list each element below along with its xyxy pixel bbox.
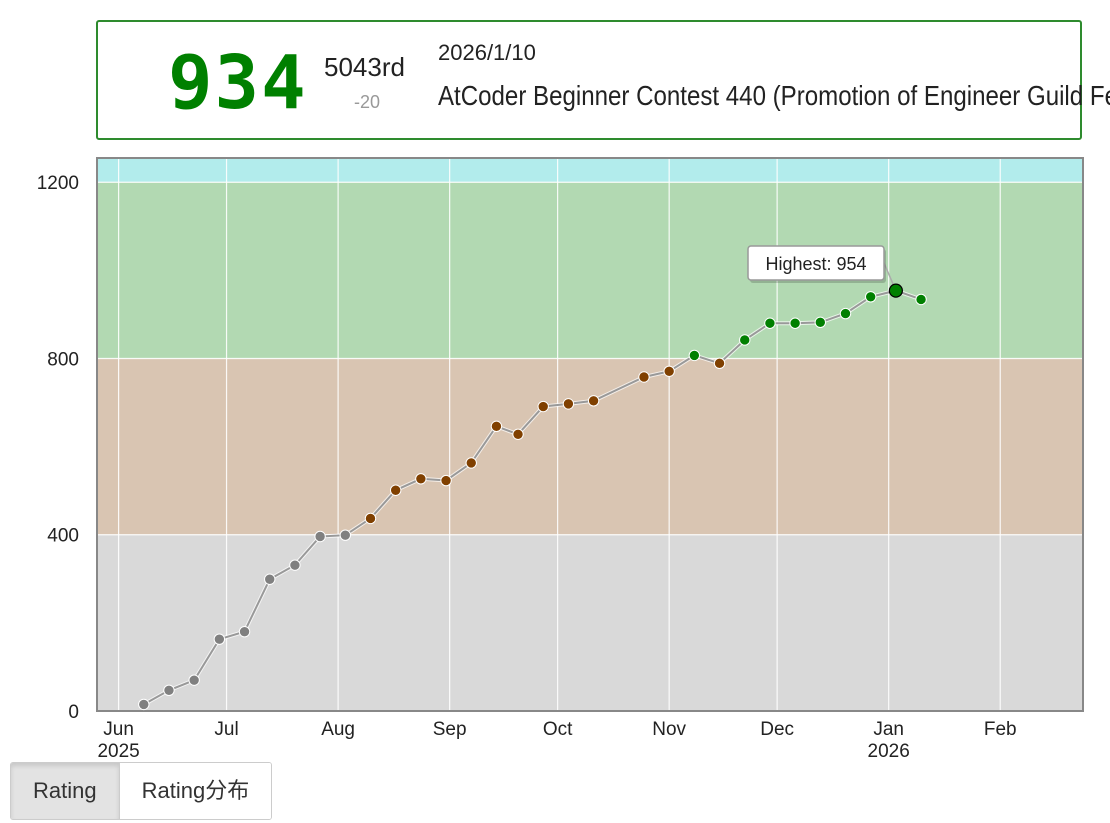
rating-point-2026-01-10 [915, 293, 927, 306]
rating-point-2025-09-07 [465, 457, 477, 469]
highest-label: Highest: 954 [765, 254, 866, 274]
rating-point-2025-08-03 [339, 529, 351, 541]
rating-point-2025-08-31 [440, 474, 452, 487]
rating-point-2025-10-25 [638, 371, 650, 383]
contest-name[interactable]: AtCoder Beginner Contest 440 (Promotion … [438, 80, 1110, 111]
rating-point-2025-09-20 [512, 428, 524, 440]
tab-rating[interactable]: Rating [11, 763, 120, 819]
rating-point-2025-08-10 [364, 512, 377, 525]
x-tick-label-sep: Sep [433, 719, 467, 740]
rating-point-2025-08-17 [389, 484, 402, 496]
x-tick-label-nov: Nov [652, 719, 686, 740]
rating-bands [97, 158, 1083, 711]
rating-point-2025-11-01 [663, 365, 675, 377]
tab-rating-distribution[interactable]: Rating分布 [119, 763, 272, 819]
x-tick-label-feb: Feb [984, 719, 1017, 740]
rating-point-2025-06-08 [138, 698, 150, 711]
rating-point-2025-11-22 [739, 334, 751, 346]
band-1200-1600 [97, 158, 1083, 183]
x-tick-label-jan: Jan [873, 719, 904, 740]
contest-date: 2026/1/10 [438, 40, 536, 65]
x-tick-label-aug: Aug [321, 719, 355, 740]
x-tick-label-jul: Jul [214, 719, 238, 740]
rating-point-2025-07-06 [238, 625, 251, 638]
rating-status-box: 934 5043rd -20 2026/1/10 AtCoder Beginne… [96, 20, 1110, 140]
rating-point-2026-01-03 [888, 283, 903, 298]
contest-rank: 5043rd [324, 52, 405, 82]
rating-point-2025-10-04 [562, 398, 575, 410]
rating-point-2025-09-27 [537, 400, 549, 413]
current-rating: 934 [168, 40, 308, 126]
rating-point-2025-11-08 [688, 349, 701, 362]
rating-point-2025-07-13 [264, 573, 276, 585]
chart-tabs: Rating Rating分布 [10, 762, 273, 820]
rating-point-2025-12-27 [864, 291, 877, 303]
x-tick-label-dec: Dec [760, 719, 794, 740]
rating-point-2025-07-20 [289, 559, 301, 571]
x-tick-label-jun: Jun [103, 719, 134, 740]
x-tick-year-2025: 2025 [97, 741, 139, 762]
rating-point-2025-09-14 [490, 420, 503, 433]
rating-point-2025-08-24 [415, 473, 427, 485]
y-tick-label-1200: 1200 [37, 173, 79, 194]
rating-diff: -20 [354, 92, 381, 112]
band-400-800 [97, 358, 1083, 535]
rating-point-2025-06-22 [188, 674, 200, 686]
y-tick-label-400: 400 [47, 526, 79, 547]
rating-point-2025-07-27 [314, 530, 326, 543]
x-tick-label-oct: Oct [543, 719, 573, 740]
rating-point-2025-06-15 [163, 684, 175, 696]
rating-point-2025-12-20 [839, 307, 852, 320]
y-tick-label-800: 800 [47, 349, 79, 370]
rating-point-2025-11-15 [713, 357, 726, 370]
x-tick-year-2026: 2026 [868, 741, 910, 762]
highest-box [747, 245, 885, 281]
band-0-400 [97, 534, 1083, 711]
rating-point-2025-12-13 [814, 316, 827, 329]
y-tick-label-0: 0 [68, 702, 79, 723]
rating-point-2025-11-29 [764, 317, 776, 329]
plot-frame [96, 157, 1084, 712]
band-800-1200 [97, 182, 1083, 359]
rating-point-2025-10-11 [587, 395, 600, 407]
rating-point-2025-12-06 [789, 317, 801, 329]
rating-point-2025-06-29 [213, 633, 226, 645]
